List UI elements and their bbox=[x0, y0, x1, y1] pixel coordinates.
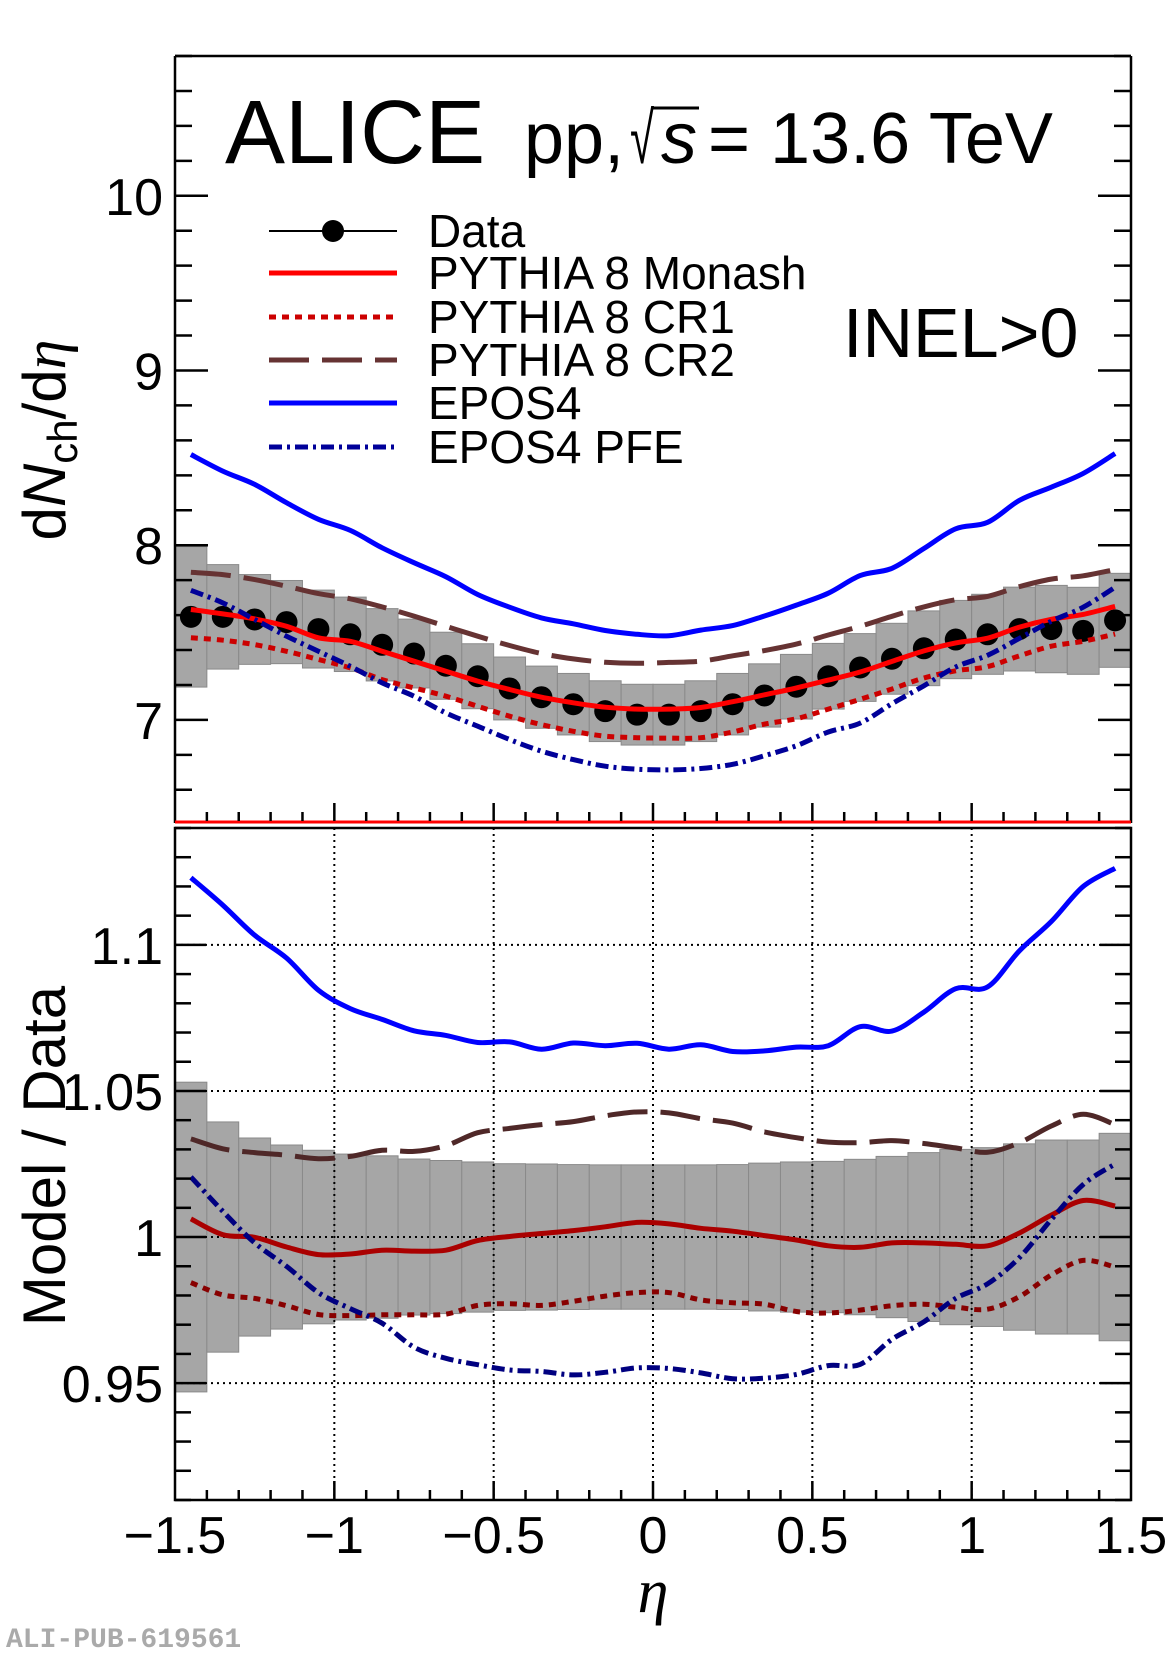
x-tick-label: −0.5 bbox=[442, 1507, 545, 1565]
collision-energy: = 13.6 TeV bbox=[708, 99, 1053, 179]
x-tick-label: 0 bbox=[639, 1507, 668, 1565]
curve-epos4 bbox=[189, 866, 1117, 1055]
ratio-syst-uncertainty-box bbox=[461, 1161, 495, 1313]
y-axis-title-ratio: Model / Data bbox=[11, 985, 78, 1326]
data-point bbox=[1104, 609, 1127, 632]
y-tick-label: 9 bbox=[134, 343, 163, 401]
y-tick-label: 1.05 bbox=[62, 1064, 163, 1122]
top-model-curves bbox=[189, 451, 1117, 773]
x-tick-label: 1 bbox=[957, 1507, 986, 1565]
legend-label: PYTHIA 8 CR2 bbox=[428, 334, 735, 386]
legend-label: Data bbox=[428, 205, 526, 257]
legend-entry-epos4: EPOS4 bbox=[269, 377, 581, 429]
ratio-model-curves bbox=[189, 866, 1117, 1382]
y-tick-label: 1 bbox=[134, 1210, 163, 1268]
curve-pythia-8-cr1 bbox=[189, 1257, 1116, 1319]
legend-entry-cr1: PYTHIA 8 CR1 bbox=[269, 291, 735, 343]
legend-label: EPOS4 PFE bbox=[428, 421, 684, 473]
ratio-syst-uncertainty-box bbox=[875, 1155, 909, 1319]
data-point bbox=[594, 700, 617, 723]
curve-epos4-pfe bbox=[189, 1161, 1117, 1382]
legend-entry-data: Data bbox=[269, 205, 526, 257]
curve-pythia-8-monash bbox=[190, 603, 1116, 712]
data-point bbox=[1040, 618, 1063, 641]
data-point bbox=[1072, 619, 1095, 642]
legend-entry-cr2: PYTHIA 8 CR2 bbox=[269, 334, 735, 386]
ratio-syst-uncertainty-box bbox=[684, 1164, 718, 1310]
ratio-axes: 0.95 1 1.05 1.1 −1.5 −1 −0.5 0 0.5 1 1.5 bbox=[62, 826, 1166, 1565]
ratio-syst-uncertainty-box bbox=[907, 1152, 941, 1322]
x-tick-label: −1.5 bbox=[124, 1507, 227, 1565]
ratio-syst-uncertainty-box bbox=[270, 1144, 303, 1330]
x-axis-title: η bbox=[638, 1558, 669, 1626]
curve-pythia-8-cr2 bbox=[190, 567, 1116, 666]
legend-marker-circle bbox=[322, 220, 344, 242]
ratio-syst-uncertainty-box bbox=[588, 1164, 622, 1310]
ratio-syst-uncertainty-box bbox=[397, 1158, 431, 1316]
curve-pythia-8-monash bbox=[189, 1197, 1116, 1258]
y-tick-label: 10 bbox=[105, 169, 163, 227]
curve-epos4-pfe bbox=[189, 585, 1117, 773]
figure-title: ALICE pp, √ s = 13.6 TeV bbox=[225, 83, 1053, 183]
x-tick-label: 1.5 bbox=[1095, 1507, 1166, 1565]
legend-entry-monash: PYTHIA 8 Monash bbox=[269, 247, 806, 299]
x-tick-label: 0.5 bbox=[776, 1507, 848, 1565]
collision-system: pp, bbox=[524, 99, 624, 179]
legend-label: PYTHIA 8 CR1 bbox=[428, 291, 735, 343]
x-tick-label: −1 bbox=[305, 1507, 364, 1565]
legend-label: PYTHIA 8 Monash bbox=[428, 247, 806, 299]
y-axis-title-top: dNch/dη bbox=[11, 340, 86, 541]
y-tick-label: 7 bbox=[134, 693, 163, 751]
data-point bbox=[689, 700, 712, 723]
experiment-label: ALICE bbox=[225, 83, 485, 183]
publication-id-watermark: ALI-PUB-619561 bbox=[6, 1625, 241, 1653]
sqrt-symbol: √ bbox=[630, 99, 654, 179]
legend-label: EPOS4 bbox=[428, 377, 581, 429]
curve-epos4 bbox=[189, 451, 1117, 639]
curve-pythia-8-cr2 bbox=[190, 1109, 1116, 1162]
y-tick-label: 1.1 bbox=[91, 918, 163, 976]
ratio-syst-uncertainty-box bbox=[365, 1155, 399, 1319]
event-class-label: INEL>0 bbox=[843, 294, 1078, 372]
ratio-gridlines bbox=[175, 828, 1131, 1500]
legend: Data PYTHIA 8 Monash PYTHIA 8 CR1 PYTHIA… bbox=[269, 205, 806, 473]
y-tick-label: 0.95 bbox=[62, 1356, 163, 1414]
top-axes: 7 8 9 10 bbox=[105, 54, 1133, 824]
legend-entry-epos4-pfe: EPOS4 PFE bbox=[269, 421, 684, 473]
y-tick-label: 8 bbox=[134, 518, 163, 576]
sqrt-variable: s bbox=[661, 99, 697, 179]
